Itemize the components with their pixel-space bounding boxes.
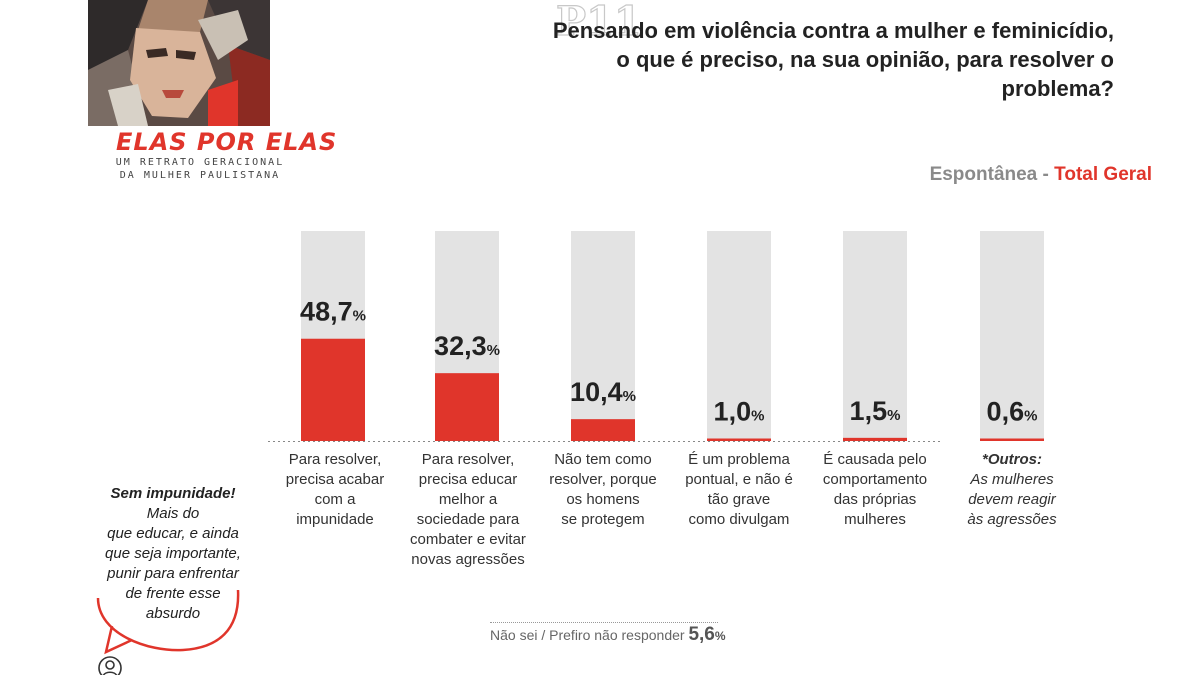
note-line: Mais do [146,505,200,522]
note-line: absurdo [145,605,201,622]
data-label: 48,7% [300,297,366,327]
nosei-label: Não sei / Prefiro não responder [490,627,685,643]
bar-track [707,231,771,441]
bar-track [980,231,1044,441]
category-label-6: *Outros: As mulheres devem reagir às agress… [967,451,1057,528]
data-label: 1,5% [850,396,901,426]
note-line: que seja importante, [105,545,241,562]
category-label-2: Para resolver, precisa educar melhor a soci… [410,451,526,568]
bar [571,419,635,441]
user-icon[interactable] [97,655,123,675]
category-label-1: Para resolver, precisa acabar com a impunid… [285,451,385,528]
data-label: 10,4% [570,377,636,407]
category-label-5: É causada pelo comportamento das próprias m… [822,451,928,528]
brand-subtitle-line1: UM RETRATO GERACIONAL [115,157,285,168]
side-note: Sem impunidade! Mais do que educar, e ai… [92,484,254,624]
speech-bubble-curve [96,589,240,655]
bar-track [843,231,907,441]
note-title: Sem impunidade! [110,485,236,502]
nosei-value: 5,6 [688,624,715,645]
data-label: 32,3% [434,331,500,361]
category-label-4: É um problema pontual, e não é tão grave co… [685,451,793,528]
collage-portrait-image [88,0,270,126]
category-label-3: Não tem como resolver, porque os homens se … [549,451,657,528]
question-number: P11 [555,0,642,45]
question-line1: Pensando em violência contra a mulher e … [552,18,1114,43]
note-line: que educar, e ainda [107,525,239,542]
data-label: 0,6% [987,397,1038,427]
bar [707,438,771,441]
brand-subtitle-line2: DA MULHER PAULISTANA [119,170,281,181]
brand-title: ELAS POR ELAS [116,128,338,156]
bar [980,438,1044,441]
nosei-unit: % [714,629,726,643]
bar [435,373,499,441]
nosei-row: Não sei / Prefiro não responder 5,6% [490,624,726,646]
subtitle-prefix: Espontânea - [929,164,1049,185]
data-label: 1,0% [714,397,765,427]
nosei-divider [490,622,718,623]
question-line2: o que é preciso, na sua opinião, para re… [616,47,1114,101]
chart-subtitle: Espontânea - Total Geral [930,164,1152,186]
subtitle-accent: Total Geral [1054,164,1152,185]
note-line: de frente esse [125,585,221,602]
bar-track [571,231,635,441]
bar [301,338,365,441]
question-title: Pensando em violência contra a mulher e … [514,16,1114,103]
bar [843,437,907,441]
note-line: punir para enfrentar [107,565,239,582]
